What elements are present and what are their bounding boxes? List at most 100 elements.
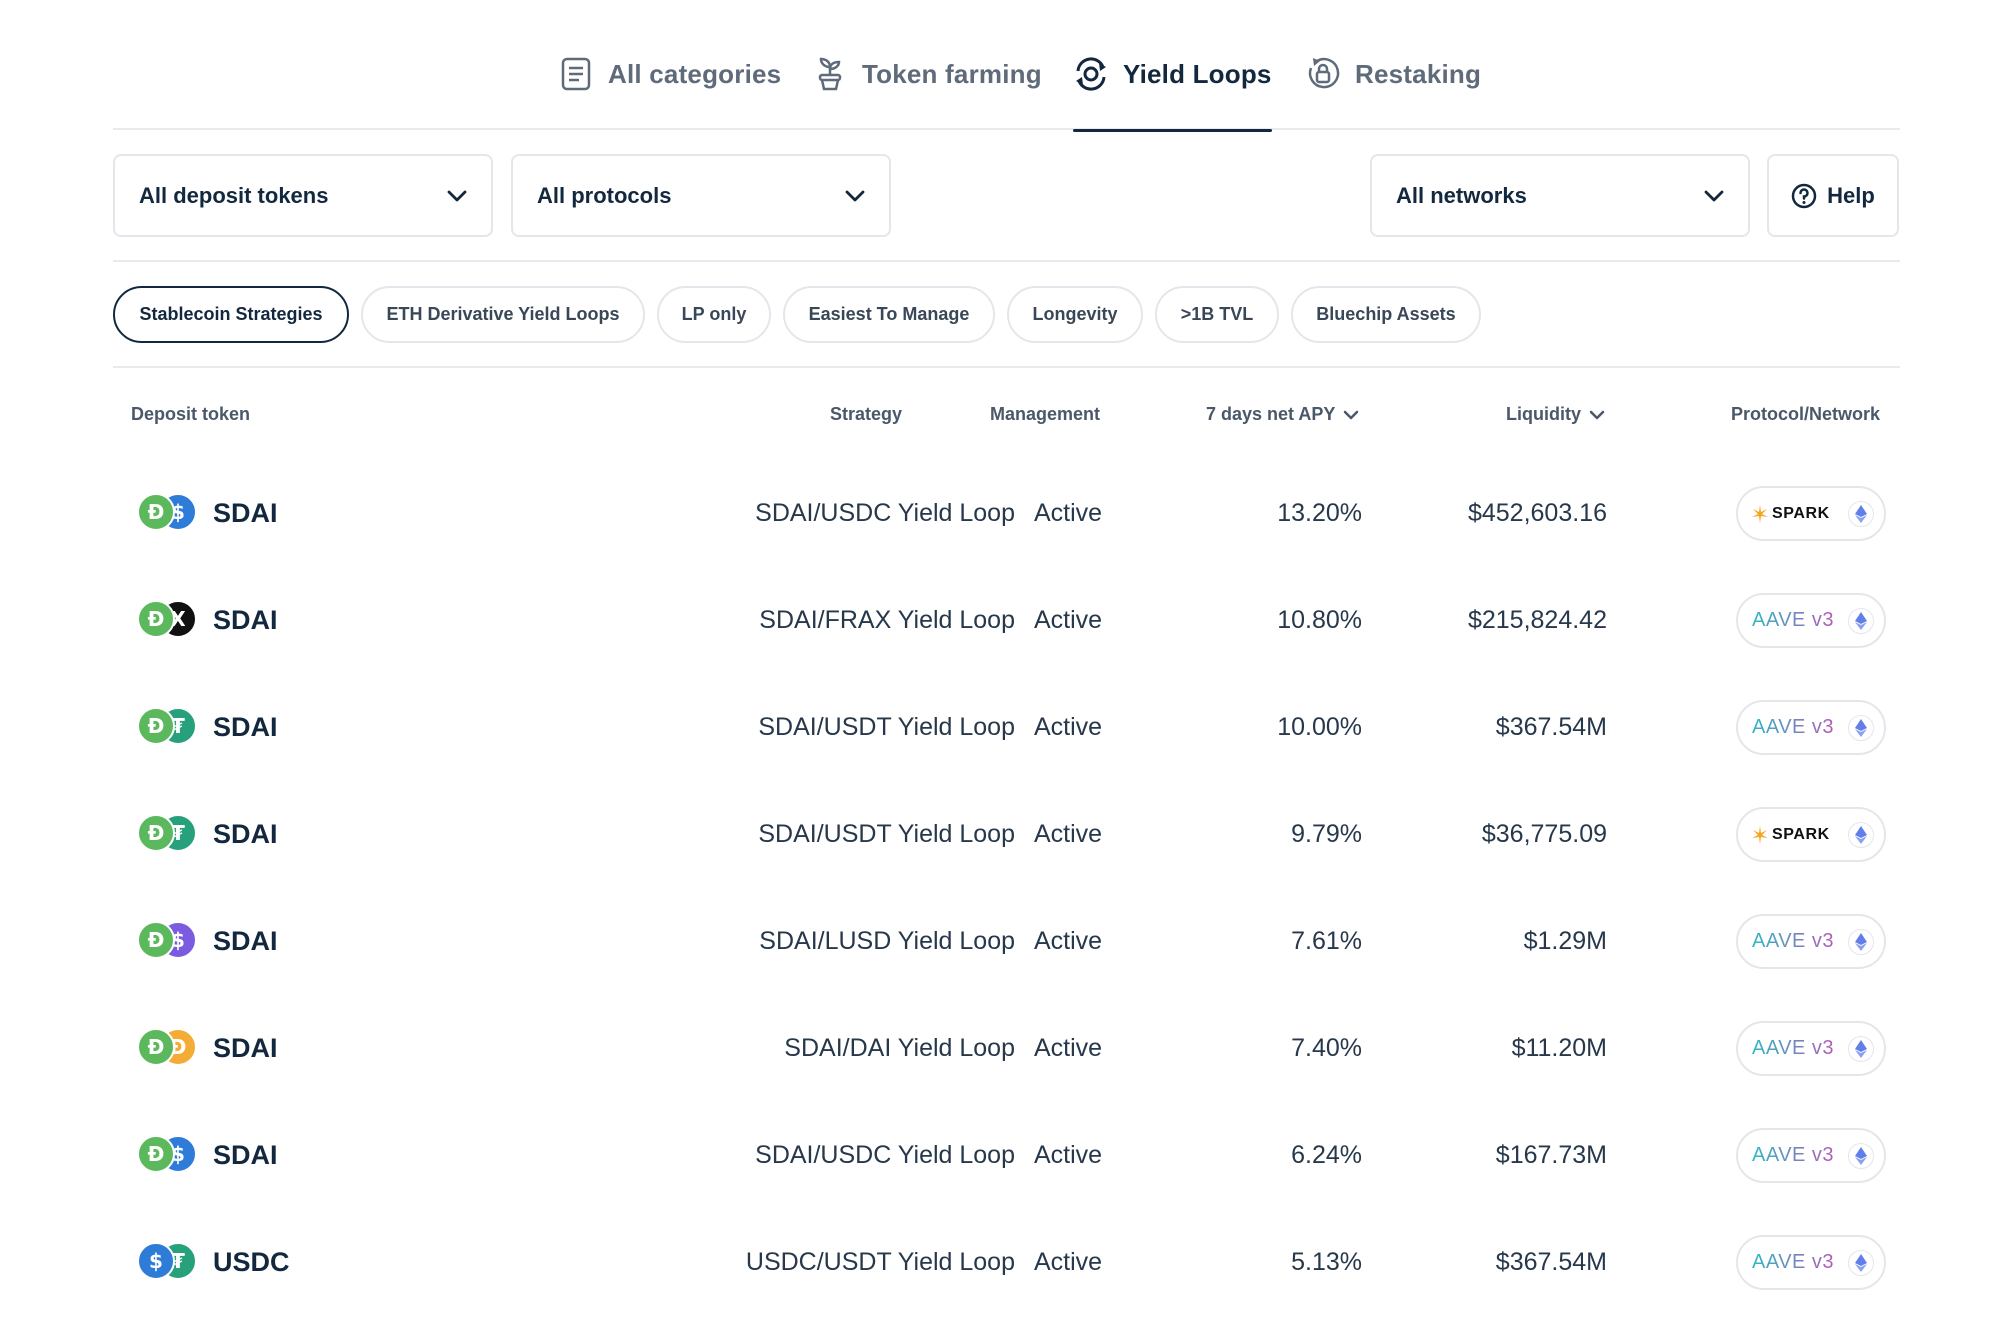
table-row[interactable]: Ð $ SDAI SDAI/LUSD Yield Loop Active 7.6…	[113, 888, 1900, 995]
liquidity-value: $452,603.16	[1467, 499, 1607, 527]
chip-easiest-to-manage[interactable]: Easiest To Manage	[783, 286, 995, 343]
deposit-token-name: USDC	[213, 1247, 290, 1277]
ethereum-icon	[1848, 821, 1874, 848]
chevron-down-icon	[1704, 190, 1724, 201]
sdai-coin-icon: Ð	[137, 600, 175, 638]
table-row[interactable]: Ð ₮ SDAI SDAI/USDT Yield Loop Active 10.…	[113, 674, 1900, 781]
chip-label: Longevity	[1032, 304, 1118, 324]
protocol-network-badge[interactable]: SPARK	[1736, 807, 1886, 862]
liquidity-value: $215,824.42	[1467, 606, 1607, 634]
management-status: Active	[1034, 499, 1103, 527]
table-row[interactable]: Ð Ð SDAI SDAI/DAI Yield Loop Active 7.40…	[113, 995, 1900, 1102]
token-pair-icon: Ð $	[137, 493, 197, 533]
token-pair-icon: Ð ₮	[137, 814, 197, 854]
ethereum-icon	[1848, 1035, 1874, 1062]
aave-logo: AAVE v3	[1752, 609, 1835, 631]
apy-value: 6.24%	[1291, 1141, 1362, 1169]
strategy-name: SDAI/FRAX Yield Loop	[759, 606, 1015, 634]
token-pair-icon: Ð Ð	[137, 1028, 197, 1068]
management-status: Active	[1034, 1248, 1103, 1276]
document-icon	[558, 56, 594, 92]
spark-logo: SPARK	[1752, 504, 1830, 523]
apy-value: 10.80%	[1277, 606, 1362, 634]
deposit-token-name: SDAI	[213, 498, 278, 528]
help-label: Help	[1827, 182, 1875, 208]
chip-label: ETH Derivative Yield Loops	[386, 304, 620, 324]
protocol-network-badge[interactable]: AAVE v3	[1736, 1128, 1886, 1183]
table-row[interactable]: Ð $ SDAI SDAI/USDC Yield Loop Active 6.2…	[113, 1102, 1900, 1209]
ethereum-icon	[1848, 1249, 1874, 1276]
divider	[113, 260, 1900, 262]
protocol-network-badge[interactable]: AAVE v3	[1736, 700, 1886, 755]
question-circle-icon	[1791, 183, 1817, 208]
table-row[interactable]: Ð ₮ SDAI SDAI/USDT Yield Loop Active 9.7…	[113, 781, 1900, 888]
apy-value: 9.79%	[1291, 820, 1362, 848]
chip-label: LP only	[681, 304, 747, 324]
tab-restaking[interactable]: Restaking	[1305, 56, 1481, 130]
chip-stablecoin-strategies[interactable]: Stablecoin Strategies	[113, 286, 349, 343]
chip-label: Stablecoin Strategies	[139, 304, 323, 324]
deposit-tokens-label: All deposit tokens	[139, 182, 329, 208]
liquidity-value: $367.54M	[1495, 713, 1607, 741]
header-management: Management	[990, 404, 1101, 424]
table-row[interactable]: Ð $ SDAI SDAI/USDC Yield Loop Active 13.…	[113, 460, 1900, 567]
tab-token-farming[interactable]: Token farming	[812, 56, 1042, 130]
protocol-network-badge[interactable]: AAVE v3	[1736, 593, 1886, 648]
apy-value: 7.40%	[1291, 1034, 1362, 1062]
divider	[113, 366, 1900, 368]
sdai-coin-icon: Ð	[137, 1135, 175, 1173]
ethereum-icon	[1848, 500, 1874, 527]
aave-logo: AAVE v3	[1752, 1037, 1835, 1059]
management-status: Active	[1034, 820, 1103, 848]
liquidity-value: $36,775.09	[1481, 820, 1607, 848]
networks-select[interactable]: All networks	[1370, 154, 1750, 237]
chip-label: Bluechip Assets	[1316, 304, 1456, 324]
chevron-down-icon	[1589, 410, 1605, 419]
help-button[interactable]: Help	[1767, 154, 1899, 237]
header-liquidity-label: Liquidity	[1506, 404, 1581, 424]
apy-value: 5.13%	[1291, 1248, 1362, 1276]
plant-icon	[812, 56, 848, 92]
deposit-token-name: SDAI	[213, 926, 278, 956]
protocol-network-badge[interactable]: AAVE v3	[1736, 1235, 1886, 1290]
aave-logo: AAVE v3	[1752, 1144, 1835, 1166]
aave-logo: AAVE v3	[1752, 1251, 1835, 1273]
protocols-label: All protocols	[537, 182, 672, 208]
strategy-name: USDC/USDT Yield Loop	[745, 1248, 1015, 1276]
spark-logo: SPARK	[1752, 825, 1830, 844]
chip-bluechip-assets[interactable]: Bluechip Assets	[1291, 286, 1481, 343]
protocol-network-badge[interactable]: AAVE v3	[1736, 1021, 1886, 1076]
chip-1b-tvl[interactable]: >1B TVL	[1155, 286, 1279, 343]
sdai-coin-icon: Ð	[137, 814, 175, 852]
strategy-name: SDAI/USDT Yield Loop	[758, 820, 1015, 848]
usdc-coin-icon: $	[137, 1242, 175, 1280]
chip-lp-only[interactable]: LP only	[657, 286, 771, 343]
header-apy-sort[interactable]: 7 days net APY	[1206, 404, 1359, 425]
tab-yield-loops[interactable]: Yield Loops	[1073, 56, 1272, 132]
protocols-select[interactable]: All protocols	[511, 154, 891, 237]
token-pair-icon: Ð X	[137, 600, 197, 640]
management-status: Active	[1034, 606, 1103, 634]
protocol-network-badge[interactable]: AAVE v3	[1736, 914, 1886, 969]
deposit-tokens-select[interactable]: All deposit tokens	[113, 154, 493, 237]
tab-all-categories[interactable]: All categories	[558, 56, 781, 130]
strategy-name: SDAI/USDC Yield Loop	[755, 1141, 1015, 1169]
chip-label: >1B TVL	[1180, 304, 1254, 324]
header-apy-label: 7 days net APY	[1206, 404, 1336, 424]
deposit-token-name: SDAI	[213, 1033, 278, 1063]
deposit-token-name: SDAI	[213, 712, 278, 742]
category-tabs: All categories Token farming Yield Loops…	[113, 0, 1900, 132]
tab-label: Token farming	[862, 59, 1042, 89]
loop-icon	[1073, 56, 1109, 92]
tab-label: Restaking	[1355, 59, 1482, 89]
chip-longevity[interactable]: Longevity	[1007, 286, 1143, 343]
table-row[interactable]: $ ₮ USDC USDC/USDT Yield Loop Active 5.1…	[113, 1209, 1900, 1316]
strategy-name: SDAI/DAI Yield Loop	[784, 1034, 1015, 1062]
deposit-token-name: SDAI	[213, 819, 278, 849]
chevron-down-icon	[845, 190, 865, 201]
table-row[interactable]: Ð X SDAI SDAI/FRAX Yield Loop Active 10.…	[113, 567, 1900, 674]
liquidity-value: $167.73M	[1495, 1141, 1607, 1169]
protocol-network-badge[interactable]: SPARK	[1736, 486, 1886, 541]
chip-eth-derivative-yield-loops[interactable]: ETH Derivative Yield Loops	[361, 286, 645, 343]
header-liquidity-sort[interactable]: Liquidity	[1506, 404, 1605, 425]
